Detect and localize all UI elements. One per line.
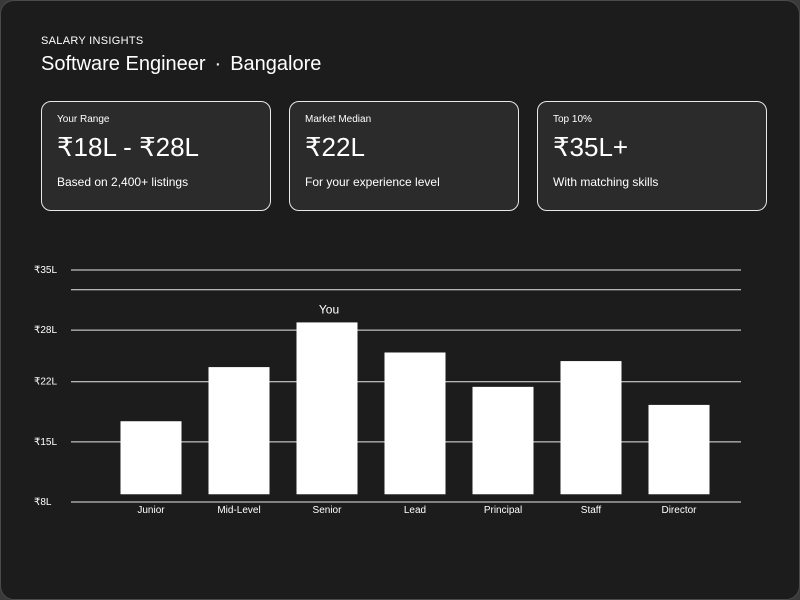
section-eyebrow: SALARY INSIGHTS [41, 35, 144, 47]
x-tick-label: Junior [137, 505, 165, 516]
x-tick-label: Mid-Level [217, 505, 260, 516]
bar [472, 386, 534, 495]
stat-card-your-range: Your Range ₹18L - ₹28L Based on 2,400+ l… [41, 101, 271, 211]
y-tick-label: ₹35L [34, 265, 57, 276]
x-tick-label: Senior [313, 505, 343, 516]
you-annotation: You [319, 302, 339, 316]
stat-value: ₹35L+ [553, 132, 629, 162]
bar [560, 361, 622, 495]
role-title: Software Engineer [41, 53, 206, 75]
stat-note: With matching skills [553, 175, 659, 189]
x-tick-label: Director [661, 505, 697, 516]
bar [120, 421, 182, 495]
x-tick-label: Staff [581, 505, 602, 516]
y-tick-label: ₹8L [34, 497, 52, 508]
page-title: Software Engineer · Bangalore [41, 53, 321, 76]
title-separator: · [214, 53, 222, 75]
location-title: Bangalore [230, 53, 322, 75]
y-tick-label: ₹28L [34, 325, 57, 336]
bar [296, 322, 358, 495]
stat-card-top-10: Top 10% ₹35L+ With matching skills [537, 101, 767, 211]
bar [384, 352, 446, 495]
stat-note: Based on 2,400+ listings [57, 175, 189, 189]
bar [648, 404, 710, 495]
stat-value: ₹18L - ₹28L [57, 132, 199, 162]
stat-label: Your Range [57, 114, 110, 125]
stat-card-market-median: Market Median ₹22L For your experience l… [289, 101, 519, 211]
bar [208, 367, 270, 495]
y-tick-label: ₹22L [34, 377, 57, 388]
stat-label: Market Median [305, 114, 372, 125]
x-tick-label: Principal [484, 505, 522, 516]
x-tick-label: Lead [404, 505, 426, 516]
y-tick-label: ₹15L [34, 437, 57, 448]
stat-value: ₹22L [305, 132, 365, 162]
stat-note: For your experience level [305, 175, 440, 189]
stat-label: Top 10% [553, 114, 592, 125]
